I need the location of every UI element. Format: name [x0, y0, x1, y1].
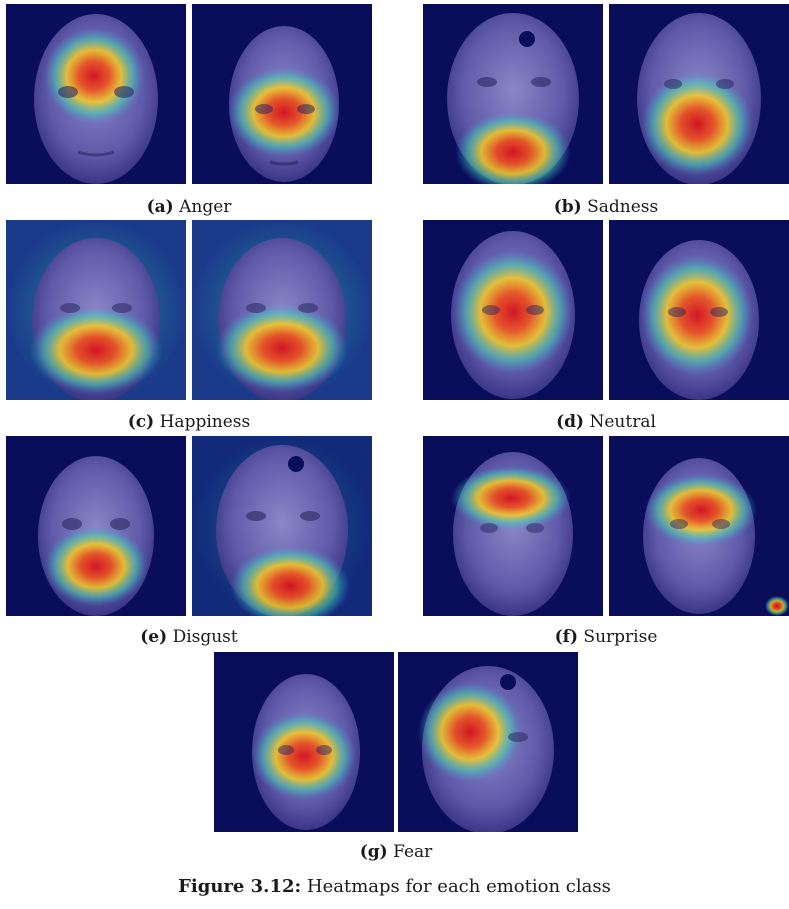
heatmap-surprise-2	[609, 436, 789, 616]
subfigure-letter: (a)	[146, 197, 174, 217]
subfigure-caption-e: (e) Disgust	[6, 627, 372, 647]
heatmap-disgust-2	[192, 436, 372, 616]
figure-caption-label: Figure 3.12:	[178, 876, 302, 897]
heatmap-sadness-1	[423, 4, 603, 184]
heatmap-anger-2	[192, 4, 372, 184]
subfigure-label: Fear	[393, 842, 433, 862]
subfigure-letter: (b)	[553, 197, 582, 217]
subfigure-label: Surprise	[583, 627, 658, 647]
subfigure-letter: (d)	[556, 412, 585, 432]
subfigure-letter: (g)	[359, 842, 388, 862]
subfigure-caption-f: (f) Surprise	[423, 627, 789, 647]
subfigure-letter: (e)	[140, 627, 168, 647]
heatmap-happiness-1	[6, 220, 186, 400]
heatmap-sadness-2	[609, 4, 789, 184]
heatmap-neutral-1	[423, 220, 603, 400]
subfigure-caption-a: (a) Anger	[6, 197, 372, 217]
subfigure-label: Anger	[179, 197, 232, 217]
subfigure-caption-d: (d) Neutral	[423, 412, 789, 432]
subfigure-letter: (c)	[127, 412, 155, 432]
subfigure-caption-b: (b) Sadness	[423, 197, 789, 217]
heatmap-fear-2	[398, 652, 578, 832]
subfigure-caption-g: (g) Fear	[214, 842, 578, 862]
heatmap-surprise-1	[423, 436, 603, 616]
subfigure-label: Neutral	[589, 412, 656, 432]
heatmap-anger-1	[6, 4, 186, 184]
heatmap-disgust-1	[6, 436, 186, 616]
figure-caption: Figure 3.12: Heatmaps for each emotion c…	[0, 876, 789, 898]
subfigure-label: Sadness	[587, 197, 659, 217]
subfigure-letter: (f)	[554, 627, 579, 647]
heatmap-neutral-2	[609, 220, 789, 400]
figure-caption-text: Heatmaps for each emotion class	[306, 876, 611, 897]
subfigure-caption-c: (c) Happiness	[6, 412, 372, 432]
heatmap-happiness-2	[192, 220, 372, 400]
heatmap-fear-1	[214, 652, 394, 832]
subfigure-label: Disgust	[172, 627, 238, 647]
subfigure-label: Happiness	[159, 412, 251, 432]
